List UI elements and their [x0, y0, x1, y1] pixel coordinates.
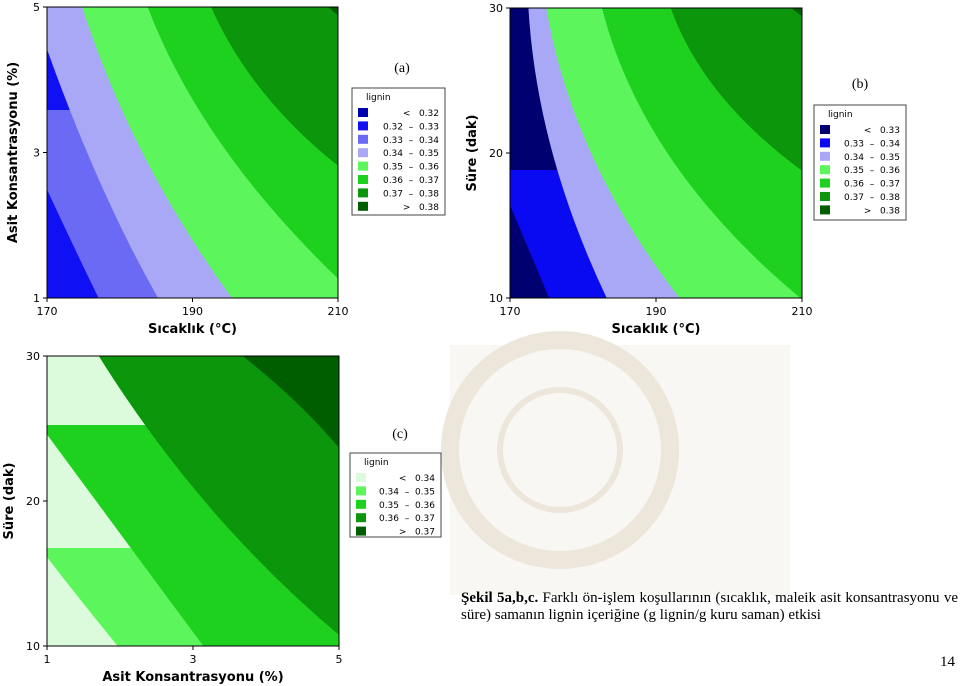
legend-label: > 0.38 [403, 203, 439, 213]
legend-label: 0.37 – 0.38 [383, 189, 439, 199]
y-tick-label: 10 [26, 640, 40, 653]
legend-label: < 0.32 [403, 109, 439, 119]
legend-label: < 0.34 [399, 474, 435, 484]
page-number: 14 [940, 654, 955, 670]
x-axis-label: Sıcaklık (°C) [612, 322, 701, 337]
y-axis-label: Asit Konsantrasyonu (%) [6, 62, 21, 243]
legend-title: lignin [366, 93, 391, 103]
contour-band [791, 8, 802, 17]
legend-swatch [356, 513, 366, 523]
legend-label: 0.37 – 0.38 [844, 193, 900, 203]
figure-label: (b) [852, 77, 869, 92]
legend-label: > 0.38 [864, 206, 900, 216]
x-tick-label: 1 [44, 653, 51, 666]
y-tick-label: 20 [489, 147, 503, 160]
y-tick-label: 10 [489, 292, 503, 305]
contour-plot [47, 7, 338, 298]
legend-swatch [820, 125, 830, 134]
legend-label: 0.32 – 0.33 [383, 122, 439, 132]
legend-swatch [820, 165, 830, 175]
x-tick-label: 210 [328, 305, 349, 318]
legend-label: 0.35 – 0.36 [844, 166, 900, 176]
x-axis-label: Asit Konsantrasyonu (%) [102, 670, 283, 685]
contour-band [211, 7, 338, 166]
legend-swatch [358, 175, 368, 184]
caption: Şekil 5a,b,c. Farklı ön-işlem koşulların… [461, 590, 958, 624]
legend-swatch [820, 205, 830, 215]
legend-label: 0.34 – 0.35 [844, 153, 900, 163]
legend-swatch [358, 161, 368, 171]
legend-label: 0.36 – 0.37 [844, 180, 900, 190]
legend-swatch [356, 473, 366, 482]
x-tick-label: 190 [182, 305, 203, 318]
legend-swatch [356, 526, 366, 536]
legend-label: 0.34 – 0.35 [383, 149, 439, 159]
figure-label: (a) [394, 61, 410, 76]
legend-swatch [820, 151, 830, 161]
legend-swatch [356, 499, 366, 509]
legend-label: 0.36 – 0.37 [383, 176, 439, 186]
legend-label: 0.35 – 0.36 [383, 163, 439, 173]
legend-swatch [820, 138, 830, 148]
caption-text: Farklı ön-işlem koşullarının (sıcaklık, … [461, 590, 959, 623]
contour-band [98, 356, 339, 635]
legend-swatch [358, 134, 368, 144]
y-tick-label: 1 [33, 292, 40, 305]
y-axis-label: Süre (dak) [465, 115, 480, 192]
x-tick-label: 170 [37, 305, 58, 318]
legend-title: lignin [364, 458, 389, 468]
legend-label: > 0.37 [399, 528, 435, 538]
contour-band [670, 8, 802, 171]
legend-swatch [358, 188, 368, 198]
legend-swatch [820, 192, 830, 201]
x-tick-label: 210 [792, 305, 813, 318]
contour-band [242, 356, 339, 448]
y-axis-label: Süre (dak) [2, 463, 17, 540]
contour-plot [510, 8, 802, 298]
watermark [441, 331, 790, 595]
y-tick-label: 5 [33, 1, 40, 14]
legend-swatch [358, 121, 368, 131]
y-tick-label: 3 [33, 147, 40, 160]
x-tick-label: 3 [190, 653, 197, 666]
x-tick-label: 170 [500, 305, 521, 318]
x-axis-label: Sıcaklık (°C) [148, 322, 237, 337]
legend-swatch [358, 201, 368, 211]
legend-label: 0.34 – 0.35 [379, 487, 435, 497]
y-tick-label: 30 [26, 350, 40, 363]
legend-label: 0.36 – 0.37 [379, 514, 435, 524]
legend-swatch [820, 178, 830, 188]
y-tick-label: 30 [489, 2, 503, 15]
x-tick-label: 190 [646, 305, 667, 318]
legend-swatch [358, 148, 368, 158]
y-tick-label: 20 [26, 495, 40, 508]
legend-label: 0.33 – 0.34 [383, 136, 439, 146]
contour-band [328, 7, 338, 16]
figure-label: (c) [392, 427, 408, 442]
legend-box [349, 452, 442, 538]
legend-swatch [358, 108, 368, 117]
legend-title: lignin [828, 110, 853, 120]
legend-label: < 0.33 [864, 126, 900, 136]
contour-plot [47, 356, 339, 646]
caption-label: Şekil 5a,b,c. [461, 590, 539, 606]
legend-swatch [356, 486, 366, 496]
legend-label: 0.33 – 0.34 [844, 139, 900, 149]
legend-label: 0.35 – 0.36 [379, 501, 435, 511]
x-tick-label: 5 [336, 653, 343, 666]
